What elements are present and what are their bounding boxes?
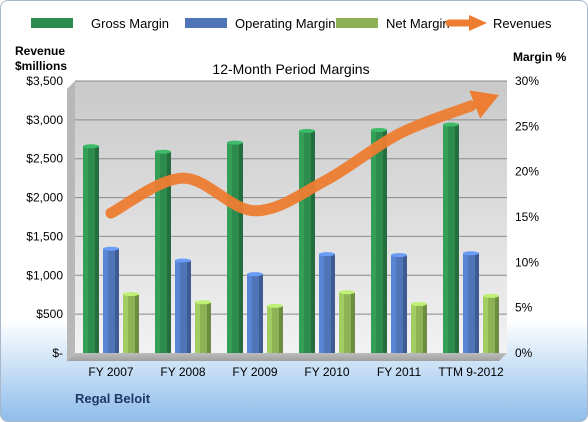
bar-net-margin [483,293,499,353]
left-axis-title-line1: Revenue [15,44,65,58]
left-tick-label: $3,000 [26,113,63,127]
right-tick-label: 20% [515,165,539,179]
bar-operating-margin [103,246,119,353]
category-label: FY 2011 [377,365,422,379]
bar-gross-margin [155,149,171,353]
revenue-line [105,90,499,219]
left-tick-label: $3,500 [26,74,63,88]
right-axis-ticks: 0% 5% 10% 15% 20% 25% 30% [515,74,539,360]
legend-swatch-operating-margin [185,18,227,28]
bar-gross-margin [371,127,387,353]
category-label: FY 2008 [160,365,205,379]
bar-operating-margin [319,252,335,353]
legend-label-revenues: Revenues [493,16,552,31]
bar-gross-margin [83,144,99,353]
bar-net-margin [195,300,211,353]
right-tick-label: 5% [515,301,533,315]
chart-title: 12-Month Period Margins [212,61,369,77]
legend-swatch-gross-margin [31,18,73,28]
left-axis-ticks: $- $500 $1,000 $1,500 $2,000 $2,500 $3,000 $3,5… [26,74,63,360]
bars [83,122,499,354]
bar-gross-margin [227,140,243,353]
left-tick-label: $2,500 [26,152,63,166]
left-tick-label: $2,000 [26,191,63,205]
plot-area [75,81,507,353]
left-tick-label: $- [52,346,63,360]
bar-gross-margin [299,128,315,353]
category-label: FY 2007 [88,365,133,379]
category-label: TTM 9-2012 [438,365,504,379]
bar-net-margin [411,302,427,353]
bar-operating-margin [463,251,479,353]
plot-left-wall [67,81,75,361]
company-name: Regal Beloit [75,391,151,406]
bar-net-margin [267,303,283,353]
plot-floor [67,353,507,361]
category-labels: FY 2007 FY 2008 FY 2009 FY 2010 FY 2011 TTM 9… [88,365,504,379]
category-label: FY 2009 [232,365,277,379]
left-axis-title-line2: $millions [15,59,67,73]
right-axis-title: Margin % [513,50,567,64]
gridlines [75,80,507,315]
right-tick-label: 15% [515,210,539,224]
legend-label-operating-margin: Operating Margin [235,16,335,31]
bar-operating-margin [247,272,263,353]
legend-swatch-revenues [445,15,487,31]
left-tick-label: $1,000 [26,268,63,282]
left-tick-label: $1,500 [26,229,63,243]
revenue-line-arrowhead [469,90,499,119]
category-label: FY 2010 [304,365,349,379]
legend-label-gross-margin: Gross Margin [91,16,169,31]
legend-label-net-margin: Net Margin [386,16,450,31]
right-tick-label: 30% [515,74,539,88]
bar-net-margin [339,290,355,353]
right-tick-label: 10% [515,255,539,269]
right-tick-label: 0% [515,346,533,360]
legend: Gross Margin Operating Margin Net Margin… [31,15,552,31]
legend-swatch-net-margin [336,18,378,28]
left-tick-label: $500 [36,307,63,321]
bar-gross-margin [443,122,459,354]
revenue-line-path [105,100,477,219]
bar-operating-margin [391,253,407,353]
right-tick-label: 25% [515,119,539,133]
bar-operating-margin [175,258,191,353]
bar-net-margin [123,292,139,353]
